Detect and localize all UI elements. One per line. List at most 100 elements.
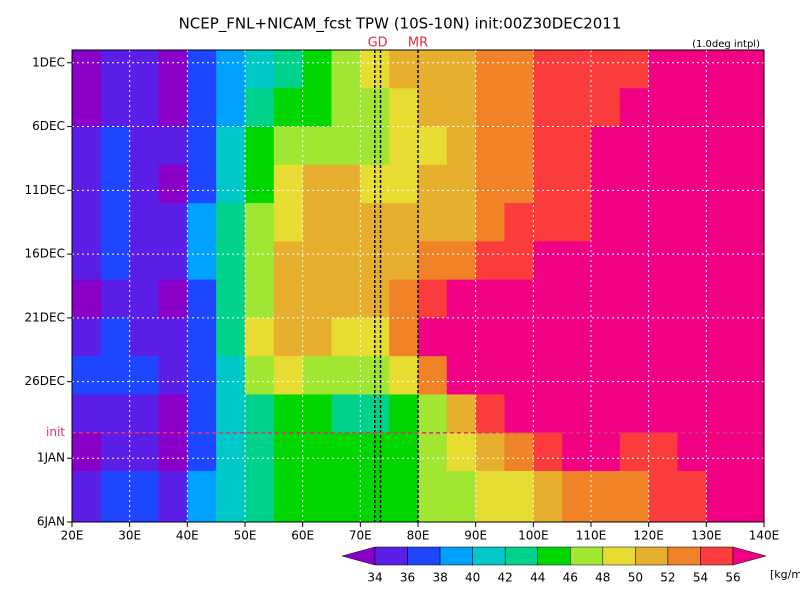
cell [504, 356, 534, 395]
colorbar-box [602, 546, 636, 566]
note: (1.0deg intpl) [692, 39, 760, 50]
cell [591, 203, 621, 242]
cell [273, 88, 304, 128]
y-tick-label: 26DEC [25, 374, 65, 388]
cell [331, 317, 361, 357]
cell [735, 470, 764, 522]
cell [591, 470, 621, 522]
cell [446, 432, 477, 472]
cell [418, 203, 448, 242]
cell [72, 88, 102, 128]
cell [706, 356, 736, 395]
cell [562, 50, 592, 89]
cell [591, 317, 621, 357]
cell [389, 470, 419, 522]
colorbar-box [667, 546, 701, 566]
cell [446, 50, 477, 89]
cell [100, 356, 131, 395]
cell [273, 203, 304, 242]
cell [100, 317, 131, 357]
cell [331, 164, 361, 204]
cell [562, 356, 592, 395]
cell [158, 50, 188, 89]
cell [706, 164, 736, 204]
cell [216, 432, 246, 472]
cell [245, 279, 275, 319]
plot-frame [71, 49, 765, 523]
cell [302, 317, 332, 357]
cell [648, 203, 678, 242]
cell [533, 279, 563, 319]
cell [129, 356, 159, 395]
cell [677, 432, 707, 472]
cell [475, 88, 505, 128]
cell [418, 50, 448, 89]
cell [446, 470, 477, 522]
cell [273, 241, 304, 281]
cell [706, 203, 736, 242]
cell [475, 241, 505, 281]
cell [302, 88, 332, 128]
cell [619, 88, 650, 128]
cell [273, 394, 304, 434]
cell [389, 126, 419, 166]
cell [100, 50, 131, 89]
cell [245, 203, 275, 242]
cell [562, 88, 592, 128]
cell [677, 241, 707, 281]
cell [302, 241, 332, 281]
cell [446, 88, 477, 128]
x-tick-label: 20E [61, 529, 84, 543]
cell [100, 126, 131, 166]
cell [158, 356, 188, 395]
cell [562, 432, 592, 472]
cell [158, 126, 188, 166]
cell [302, 50, 332, 89]
cell [72, 356, 102, 395]
cell [187, 317, 217, 357]
cell [648, 126, 678, 166]
cell [331, 394, 361, 434]
cell [677, 279, 707, 319]
cell [129, 203, 159, 242]
cell [129, 164, 159, 204]
cell [302, 164, 332, 204]
overlay: 20E 30E 40E 50E 60E 70E 80E 90E 100E 110E 120E 130E… [25, 36, 780, 543]
cell [216, 279, 246, 319]
cell [331, 50, 361, 89]
init-label: init [46, 425, 65, 439]
cell [389, 164, 419, 204]
x-tick-label: 130E [691, 529, 722, 543]
cell [533, 241, 563, 281]
cell [562, 164, 592, 204]
cell [475, 203, 505, 242]
cell [475, 50, 505, 89]
cell [129, 241, 159, 281]
cell [158, 241, 188, 281]
y-tick-label: 11DEC [25, 183, 65, 197]
colorbar-label: 56 [725, 571, 740, 585]
cell [187, 279, 217, 319]
y-tick-label: 1JAN [37, 451, 65, 465]
colorbar-label: 54 [693, 571, 708, 585]
cell [187, 432, 217, 472]
field [72, 50, 764, 522]
cell [418, 432, 448, 472]
cell [331, 203, 361, 242]
cell [72, 164, 102, 204]
cell [533, 88, 563, 128]
cell [245, 164, 275, 204]
cell [216, 394, 246, 434]
cell [735, 88, 764, 128]
y-tick-label: 6JAN [37, 515, 65, 529]
cell [735, 432, 764, 472]
cell [533, 470, 563, 522]
cell [158, 164, 188, 204]
cell [677, 470, 707, 522]
cell [562, 279, 592, 319]
cell [735, 50, 764, 89]
cell [591, 88, 621, 128]
cell [533, 50, 563, 89]
cell [504, 394, 534, 434]
cell [273, 126, 304, 166]
